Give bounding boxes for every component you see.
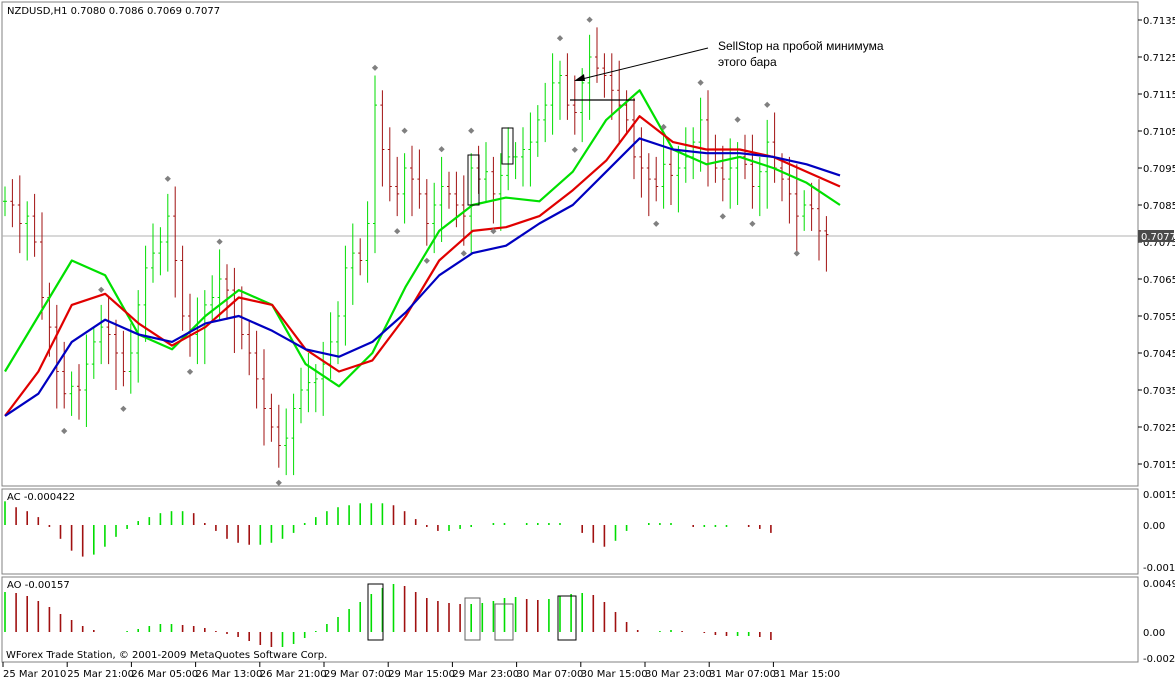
price-axis-label: 0.7035 bbox=[1143, 386, 1175, 397]
copyright-text: WForex Trade Station, © 2001-2009 MetaQu… bbox=[6, 650, 327, 661]
price-axis-label: 0.7045 bbox=[1143, 349, 1175, 360]
time-axis-label: 26 Mar 21:00 bbox=[260, 669, 327, 680]
ma-line-green bbox=[4, 89, 841, 388]
current-price-label: 0.7077 bbox=[1141, 232, 1175, 243]
annotation-arrow-line bbox=[577, 47, 709, 81]
price-axis-label: 0.7115 bbox=[1143, 90, 1175, 101]
signal-box bbox=[467, 154, 480, 206]
ao-axis: 0.0049 0.00 -0.00279 bbox=[1143, 579, 1175, 665]
ao-indicator-panel[interactable] bbox=[1, 576, 1139, 663]
annotation-arrowhead bbox=[574, 74, 585, 81]
price-axis-label: 0.7105 bbox=[1143, 127, 1175, 138]
ao-signal-box bbox=[494, 603, 514, 641]
signal-box bbox=[501, 127, 514, 165]
price-axis-label: 0.7075 bbox=[1143, 238, 1175, 249]
ao-signal-box bbox=[367, 583, 384, 641]
fractal-marker bbox=[164, 175, 171, 182]
indicator-axis-label: 0.0049 bbox=[1143, 579, 1175, 590]
price-axis-label: 0.7055 bbox=[1143, 312, 1175, 323]
ac-axis: 0.00157 0.00 -0.00199 bbox=[1143, 490, 1175, 574]
price-axis-label: 0.7125 bbox=[1143, 53, 1175, 64]
time-axis-label: 30 Mar 23:00 bbox=[645, 669, 712, 680]
price-axis-label: 0.7135 bbox=[1143, 16, 1175, 27]
ma-line-red bbox=[4, 115, 841, 417]
time-axis-label: 31 Mar 07:00 bbox=[709, 669, 776, 680]
current-price-badge bbox=[1138, 230, 1174, 242]
time-axis-label: 31 Mar 15:00 bbox=[773, 669, 840, 680]
time-axis-label: 29 Mar 07:00 bbox=[324, 669, 391, 680]
ac-histogram bbox=[4, 501, 772, 557]
time-axis-label: 25 Mar 2010 bbox=[3, 669, 66, 680]
price-axis-label: 0.7085 bbox=[1143, 201, 1175, 212]
price-panel[interactable] bbox=[1, 1, 1139, 487]
annotation-line-2: этого бара bbox=[718, 55, 777, 69]
price-axis-label: 0.7025 bbox=[1143, 423, 1175, 434]
annotation-line-1: SellStop на пробой минимума bbox=[718, 39, 884, 53]
ac-indicator-panel[interactable] bbox=[1, 488, 1139, 575]
indicator-axis-label: 0.00157 bbox=[1143, 490, 1175, 501]
symbol-header: NZDUSD,H1 0.7080 0.7086 0.7069 0.7077 bbox=[7, 6, 220, 17]
time-axis-label: 26 Mar 13:00 bbox=[196, 669, 263, 680]
fractal-marker bbox=[275, 479, 282, 486]
price-axis-label: 0.7015 bbox=[1143, 460, 1175, 471]
ac-title: AC -0.000422 bbox=[7, 492, 75, 503]
price-axis-label: 0.7095 bbox=[1143, 164, 1175, 175]
ao-title: AO -0.00157 bbox=[7, 580, 70, 591]
price-axis-label: 0.7065 bbox=[1143, 275, 1175, 286]
time-axis-label: 26 Mar 05:00 bbox=[131, 669, 198, 680]
time-axis-label: 30 Mar 07:00 bbox=[517, 669, 584, 680]
time-axis-label: 29 Mar 23:00 bbox=[452, 669, 519, 680]
indicator-axis-label: -0.00199 bbox=[1143, 563, 1175, 574]
indicator-axis-label: 0.00 bbox=[1143, 628, 1165, 639]
time-axis-label: 29 Mar 15:00 bbox=[388, 669, 455, 680]
time-axis-label: 30 Mar 15:00 bbox=[581, 669, 648, 680]
time-axis-label: 25 Mar 21:00 bbox=[67, 669, 134, 680]
indicator-axis-label: -0.00279 bbox=[1143, 654, 1175, 665]
ao-signal-box bbox=[464, 597, 481, 641]
fractal-marker bbox=[697, 79, 704, 86]
fractal-marker bbox=[734, 116, 741, 123]
ao-signal-box bbox=[557, 595, 577, 641]
fractal-marker bbox=[423, 257, 430, 264]
price-axis: 0.7135 0.7125 0.7115 0.7105 0.7095 0.7085 0.70… bbox=[1138, 16, 1175, 471]
moving-average-lines bbox=[4, 89, 841, 417]
ao-histogram bbox=[4, 584, 772, 647]
indicator-axis-label: 0.00 bbox=[1143, 521, 1165, 532]
ma-line-blue bbox=[4, 137, 841, 417]
